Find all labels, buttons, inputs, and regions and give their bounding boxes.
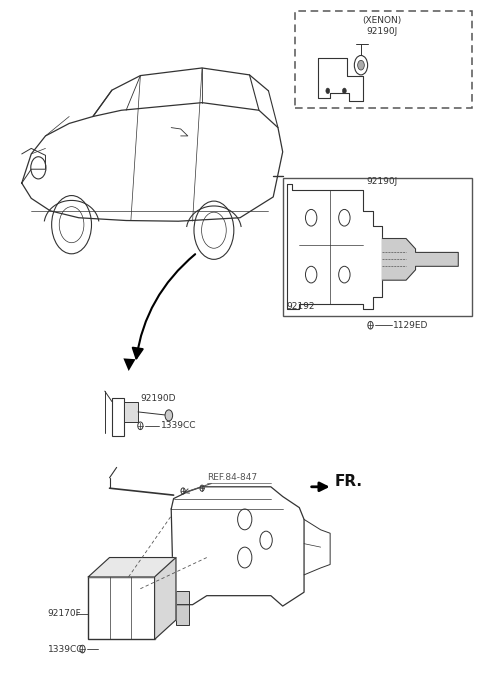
Circle shape: [358, 60, 364, 70]
FancyArrowPatch shape: [133, 254, 195, 359]
Polygon shape: [155, 558, 176, 640]
Bar: [176, 591, 189, 626]
Circle shape: [342, 88, 346, 94]
Bar: [283, 178, 471, 316]
Text: 92190J: 92190J: [367, 177, 398, 186]
Text: 92192: 92192: [286, 302, 314, 311]
Text: FR.: FR.: [335, 474, 363, 489]
Text: 92190D: 92190D: [140, 394, 176, 403]
Polygon shape: [383, 238, 458, 280]
Text: 1129ED: 1129ED: [393, 321, 428, 330]
Circle shape: [326, 88, 330, 94]
Bar: [124, 401, 138, 422]
Bar: [88, 577, 155, 640]
Text: (XENON): (XENON): [363, 16, 402, 25]
Text: REF.84-847: REF.84-847: [207, 473, 257, 482]
Polygon shape: [88, 558, 176, 577]
Text: 1339CC: 1339CC: [161, 421, 196, 431]
Text: 92190J: 92190J: [367, 27, 398, 36]
Circle shape: [165, 410, 173, 421]
Text: 1339CC: 1339CC: [48, 644, 84, 654]
Bar: [112, 398, 124, 436]
Text: 92170F: 92170F: [48, 609, 82, 617]
Bar: [295, 11, 471, 108]
